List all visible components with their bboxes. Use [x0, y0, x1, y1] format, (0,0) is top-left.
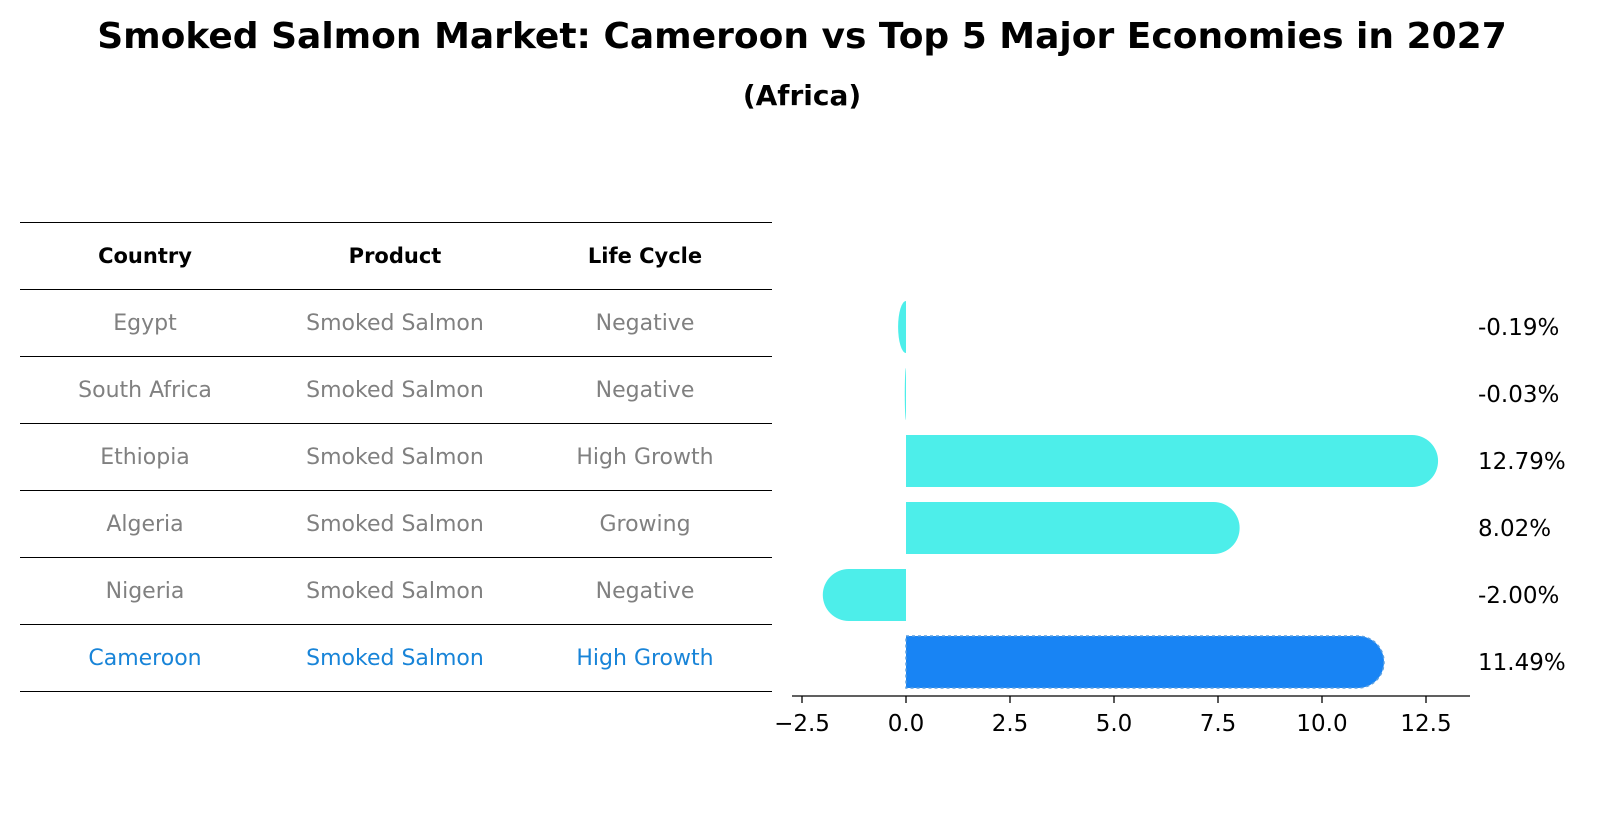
product-cell: Smoked Salmon [306, 310, 484, 336]
x-tick-label: 2.5 [992, 711, 1029, 737]
header-life-cycle: Life Cycle [587, 244, 703, 268]
value-label: -0.19% [1478, 315, 1559, 341]
market-table: Country Product Life Cycle Egypt Smoked … [20, 222, 772, 692]
bar [822, 569, 906, 621]
chart-subtitle: (Africa) [742, 79, 862, 112]
life-cycle-cell: Negative [595, 377, 695, 403]
table-row: Egypt Smoked Salmon Negative [20, 290, 772, 357]
country-cell: Algeria [106, 511, 184, 537]
product-cell: Smoked Salmon [306, 444, 484, 470]
life-cycle-cell: Negative [595, 310, 695, 336]
table-header-row: Country Product Life Cycle [20, 223, 772, 290]
table-row: South Africa Smoked Salmon Negative [20, 357, 772, 424]
product-cell: Smoked Salmon [306, 645, 484, 671]
country-cell: Ethiopia [100, 444, 190, 470]
bar [904, 368, 906, 420]
value-label: 12.79% [1478, 449, 1566, 475]
bar [906, 435, 1439, 487]
value-label: 11.49% [1478, 650, 1566, 676]
header-country: Country [98, 244, 192, 268]
x-tick-label: 12.5 [1400, 711, 1451, 737]
table-row: Nigeria Smoked Salmon Negative [20, 558, 772, 625]
country-cell: Cameroon [88, 645, 202, 671]
x-tick-label: 10.0 [1296, 711, 1347, 737]
value-label: -2.00% [1478, 583, 1559, 609]
table-row: Ethiopia Smoked Salmon High Growth [20, 424, 772, 491]
x-tick-label: 7.5 [1200, 711, 1237, 737]
product-cell: Smoked Salmon [306, 578, 484, 604]
table-row: Algeria Smoked Salmon Growing [20, 491, 772, 558]
value-label: -0.03% [1478, 382, 1559, 408]
country-cell: Nigeria [105, 578, 185, 604]
life-cycle-cell: High Growth [576, 444, 714, 470]
x-tick-label: 5.0 [1096, 711, 1133, 737]
table-row-highlight: Cameroon Smoked Salmon High Growth [20, 625, 772, 692]
x-tick-label: 0.0 [888, 711, 925, 737]
life-cycle-cell: Growing [599, 511, 691, 537]
life-cycle-cell: High Growth [576, 645, 714, 671]
product-cell: Smoked Salmon [306, 377, 484, 403]
value-label: 8.02% [1478, 516, 1551, 542]
life-cycle-cell: Negative [595, 578, 695, 604]
header-product: Product [348, 244, 442, 268]
bar [906, 502, 1240, 554]
country-cell: Egypt [113, 310, 177, 336]
bar [898, 301, 906, 353]
country-cell: South Africa [78, 377, 212, 403]
product-cell: Smoked Salmon [306, 511, 484, 537]
chart-title: Smoked Salmon Market: Cameroon vs Top 5 … [97, 16, 1507, 57]
bar-highlight [905, 635, 1385, 689]
x-tick-label: −2.5 [774, 711, 830, 737]
